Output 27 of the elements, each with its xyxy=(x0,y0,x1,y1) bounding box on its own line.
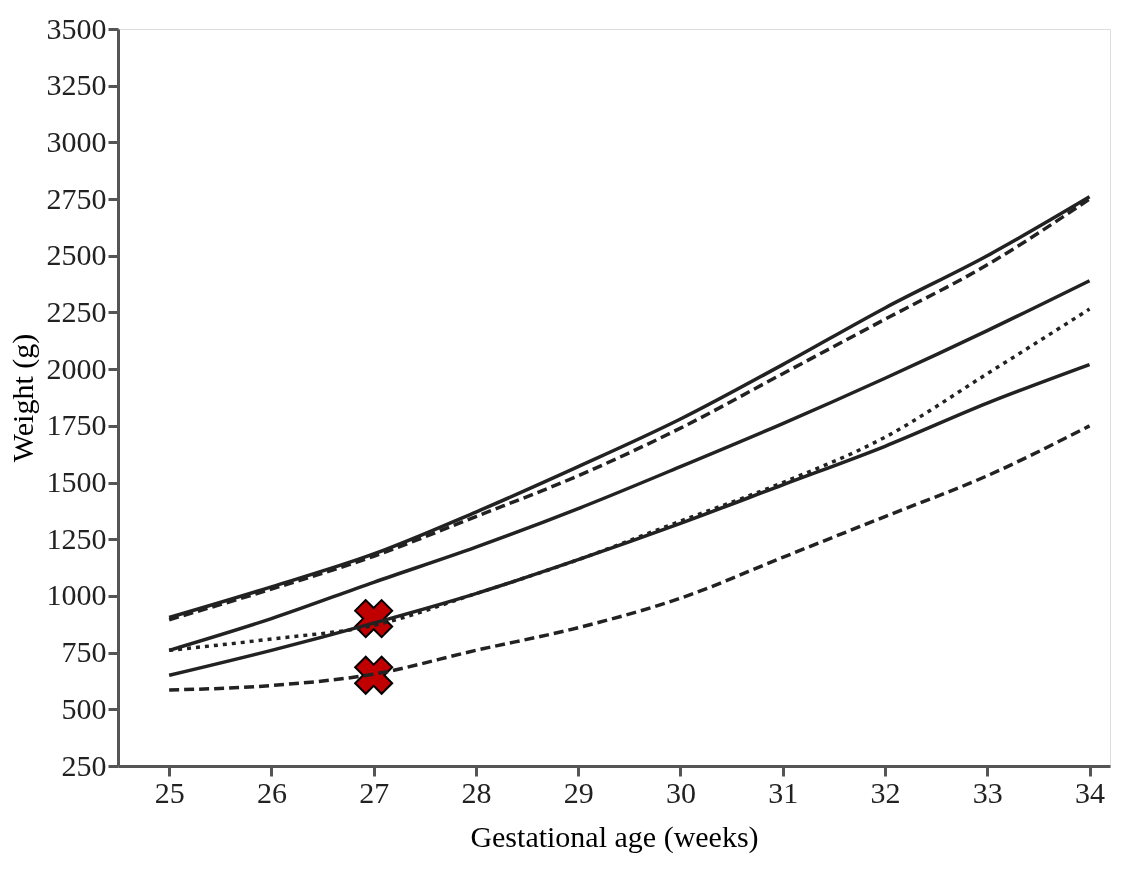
line-series xyxy=(167,424,1092,692)
x-tick-label: 33 xyxy=(972,775,1003,809)
y-tick-label: 2750 xyxy=(46,181,107,215)
y-tick-label: 2000 xyxy=(46,351,107,385)
x-tick-label: 30 xyxy=(665,775,696,809)
y-tick-label: 2500 xyxy=(46,238,107,272)
y-tick-label: 1500 xyxy=(46,465,107,499)
x-tick-label: 31 xyxy=(768,775,799,809)
y-tick-label: 3500 xyxy=(46,11,107,45)
y-tick-label: 2250 xyxy=(46,294,107,328)
x-tick-label: 34 xyxy=(1075,775,1106,809)
x-tick-label: 28 xyxy=(461,775,492,809)
y-tick-label: 1250 xyxy=(46,521,107,555)
y-tick-label: 750 xyxy=(61,635,107,669)
y-tick-label: 500 xyxy=(61,691,107,725)
y-tick-label: 1750 xyxy=(46,408,107,442)
y-tick-label: 3250 xyxy=(46,68,107,102)
y-tick-label: 3000 xyxy=(46,124,107,158)
x-tick-label: 27 xyxy=(359,775,390,809)
x-tick-label: 25 xyxy=(154,775,185,809)
y-tick-label: 1000 xyxy=(46,578,107,612)
y-axis-title: Weight (g) xyxy=(5,333,40,463)
x-tick-label: 32 xyxy=(870,775,901,809)
x-tick-label: 29 xyxy=(563,775,594,809)
y-tick-label: 250 xyxy=(61,748,107,782)
x-tick-label: 26 xyxy=(256,775,287,809)
x-axis-title: Gestational age (weeks) xyxy=(470,819,759,854)
